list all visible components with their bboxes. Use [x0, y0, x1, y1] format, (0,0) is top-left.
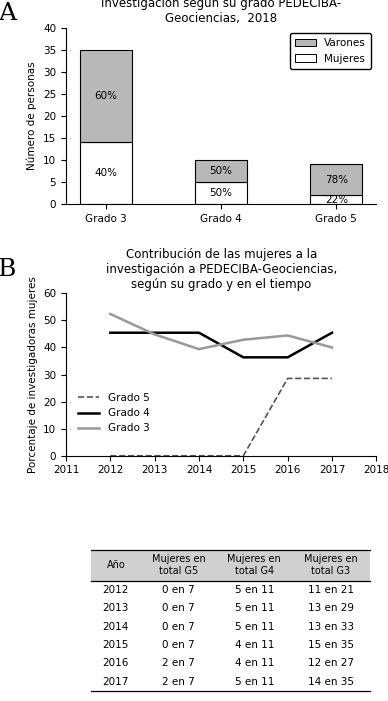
Bar	[217, 673, 292, 691]
Text: 50%: 50%	[210, 166, 233, 176]
Grado 3	[108, 310, 113, 318]
Grado 3	[285, 332, 290, 340]
Text: 12 en 27: 12 en 27	[308, 658, 354, 669]
Y-axis label: Número de personas: Número de personas	[27, 62, 37, 170]
Bar	[292, 654, 370, 673]
Bar	[217, 618, 292, 636]
Text: 4 en 11: 4 en 11	[234, 658, 274, 669]
Bar	[217, 636, 292, 654]
Bar	[195, 182, 247, 204]
Bar	[217, 599, 292, 618]
Legend: Grado 5, Grado 4, Grado 3: Grado 5, Grado 4, Grado 3	[74, 389, 154, 437]
Text: 2016: 2016	[103, 658, 129, 669]
Bar	[292, 673, 370, 691]
Text: 0 en 7: 0 en 7	[163, 622, 195, 632]
Grado 5	[330, 374, 334, 383]
Bar	[217, 654, 292, 673]
Grado 5	[241, 451, 246, 460]
Text: 15 en 35: 15 en 35	[308, 640, 354, 650]
Title: Contribución de mujeres y varones a la
investigación según su grado PEDECIBA-
Ge: Contribución de mujeres y varones a la i…	[101, 0, 341, 25]
Text: 50%: 50%	[210, 188, 233, 198]
Text: 5 en 11: 5 en 11	[234, 677, 274, 687]
Bar	[91, 580, 141, 599]
Bar	[141, 618, 217, 636]
Text: 2014: 2014	[103, 622, 129, 632]
Bar	[310, 165, 362, 195]
Bar	[141, 636, 217, 654]
Text: Mujeres en
total G3: Mujeres en total G3	[304, 554, 358, 576]
Legend: Varones, Mujeres: Varones, Mujeres	[290, 33, 371, 69]
Bar	[292, 599, 370, 618]
Bar	[292, 618, 370, 636]
Text: 2 en 7: 2 en 7	[163, 658, 195, 669]
Grado 4	[330, 329, 334, 337]
Bar	[195, 160, 247, 182]
Text: 14 en 35: 14 en 35	[308, 677, 354, 687]
Bar	[292, 550, 370, 580]
Grado 5	[152, 451, 157, 460]
Text: Mujeres en
total G5: Mujeres en total G5	[152, 554, 206, 576]
Grado 4	[152, 329, 157, 337]
Grado 4	[197, 329, 201, 337]
Bar	[141, 673, 217, 691]
Text: 78%: 78%	[325, 175, 348, 185]
Bar	[91, 654, 141, 673]
Grado 5	[197, 451, 201, 460]
Bar	[292, 580, 370, 599]
Text: 11 en 21: 11 en 21	[308, 585, 354, 595]
Text: 2 en 7: 2 en 7	[163, 677, 195, 687]
Bar	[91, 673, 141, 691]
Title: Contribución de las mujeres a la
investigación a PEDECIBA-Geociencias,
según su : Contribución de las mujeres a la investi…	[106, 247, 337, 291]
Grado 3	[330, 343, 334, 352]
Text: Año: Año	[107, 560, 125, 570]
Y-axis label: Porcentaje de investigadoras mujeres: Porcentaje de investigadoras mujeres	[28, 276, 38, 473]
Grado 5	[108, 451, 113, 460]
Bar	[141, 580, 217, 599]
Text: 5 en 11: 5 en 11	[234, 585, 274, 595]
Text: 22%: 22%	[325, 195, 348, 205]
Bar	[80, 50, 132, 142]
Grado 4	[241, 353, 246, 362]
Text: 0 en 7: 0 en 7	[163, 604, 195, 613]
Text: Mujeres en
total G4: Mujeres en total G4	[227, 554, 281, 576]
Text: 13 en 33: 13 en 33	[308, 622, 354, 632]
Text: 0 en 7: 0 en 7	[163, 585, 195, 595]
Grado 3	[241, 336, 246, 344]
Grado 3	[152, 330, 157, 339]
Bar	[80, 142, 132, 204]
Text: B: B	[0, 257, 16, 280]
Bar	[91, 599, 141, 618]
Bar	[91, 636, 141, 654]
Text: 2012: 2012	[103, 585, 129, 595]
Text: 5 en 11: 5 en 11	[234, 604, 274, 613]
Text: 2015: 2015	[103, 640, 129, 650]
Grado 4	[285, 353, 290, 362]
Grado 5	[285, 374, 290, 383]
Grado 3	[197, 345, 201, 353]
Bar	[91, 618, 141, 636]
Bar	[141, 599, 217, 618]
Text: 4 en 11: 4 en 11	[234, 640, 274, 650]
Line: Grado 4: Grado 4	[110, 333, 332, 358]
Bar	[217, 550, 292, 580]
Bar	[292, 636, 370, 654]
Bar	[141, 654, 217, 673]
Bar	[310, 195, 362, 204]
Text: 2017: 2017	[103, 677, 129, 687]
Bar	[141, 550, 217, 580]
Text: 0 en 7: 0 en 7	[163, 640, 195, 650]
Text: 13 en 29: 13 en 29	[308, 604, 354, 613]
Text: 60%: 60%	[95, 91, 118, 101]
Text: 40%: 40%	[95, 168, 118, 178]
Line: Grado 3: Grado 3	[110, 314, 332, 349]
Bar	[91, 550, 141, 580]
Bar	[217, 580, 292, 599]
Grado 4	[108, 329, 113, 337]
Text: 5 en 11: 5 en 11	[234, 622, 274, 632]
Text: A: A	[0, 1, 16, 25]
Text: 2013: 2013	[103, 604, 129, 613]
Line: Grado 5: Grado 5	[110, 379, 332, 456]
